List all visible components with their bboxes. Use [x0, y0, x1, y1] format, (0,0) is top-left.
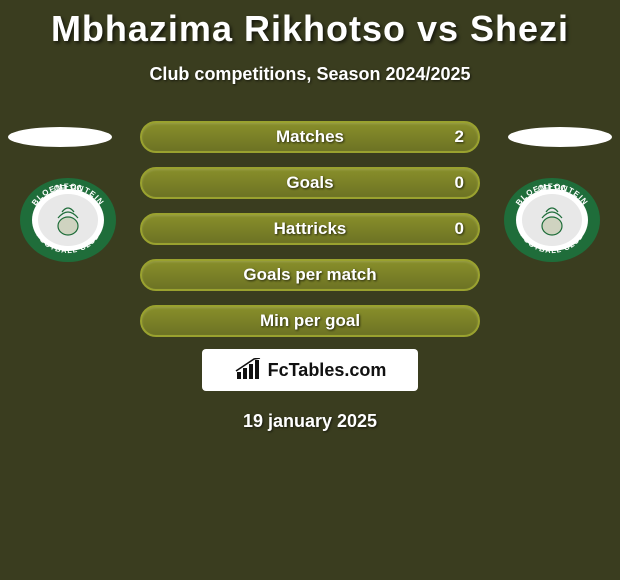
stat-row: Goals 0 — [140, 167, 480, 199]
page-subtitle: Club competitions, Season 2024/2025 — [0, 64, 620, 85]
player-right-photo-placeholder — [508, 127, 612, 147]
brand-text: FcTables.com — [268, 360, 387, 381]
svg-text:CELTIC: CELTIC — [538, 184, 567, 193]
stat-row: Goals per match — [140, 259, 480, 291]
player-left-photo-placeholder — [8, 127, 112, 147]
page-title: Mbhazima Rikhotso vs Shezi — [0, 0, 620, 50]
stat-label: Goals per match — [243, 265, 376, 285]
stat-row: Matches 2 — [140, 121, 480, 153]
stat-value-right: 0 — [455, 173, 464, 193]
club-badge-left: BLOEMFONTEIN FOOTBALL CLUB CELTIC — [18, 176, 118, 264]
stat-label: Hattricks — [274, 219, 347, 239]
bar-chart-icon — [234, 358, 262, 382]
club-badge-right: BLOEMFONTEIN FOOTBALL CLUB CELTIC — [502, 176, 602, 264]
stat-value-right: 0 — [455, 219, 464, 239]
stat-label: Goals — [286, 173, 333, 193]
stat-label: Matches — [276, 127, 344, 147]
stat-value-right: 2 — [455, 127, 464, 147]
stat-row: Hattricks 0 — [140, 213, 480, 245]
brand-box: FcTables.com — [202, 349, 418, 391]
snapshot-date: 19 january 2025 — [0, 411, 620, 432]
stat-row: Min per goal — [140, 305, 480, 337]
svg-text:CELTIC: CELTIC — [54, 184, 83, 193]
stat-label: Min per goal — [260, 311, 360, 331]
